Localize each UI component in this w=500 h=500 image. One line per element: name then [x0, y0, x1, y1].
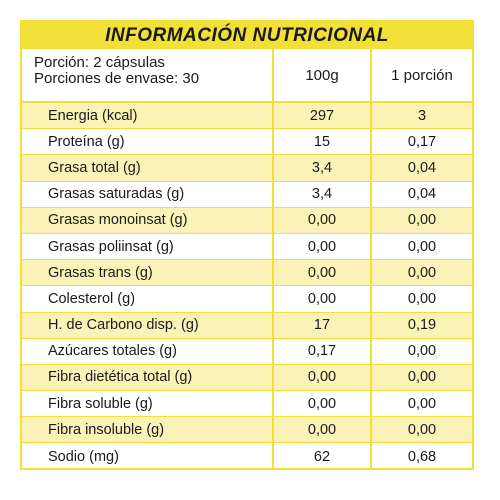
value-portion: 0,00 [407, 421, 437, 438]
value-100g: 3,4 [274, 155, 372, 181]
value-portion: 0,17 [407, 133, 437, 150]
nutrient-name: H. de Carbono disp. (g) [22, 312, 274, 338]
value-100g: 0,00 [274, 207, 372, 233]
value-portion: 0,19 [407, 317, 437, 334]
table-row: Grasas trans (g) 0,00 0,00 [22, 260, 472, 287]
nutrient-name: Energia (kcal) [22, 103, 274, 129]
nutrition-facts-panel: INFORMACIÓN NUTRICIONAL Porción: 2 cápsu… [20, 20, 474, 470]
table-row: Colesterol (g) 0,00 0,00 [22, 286, 472, 313]
nutrient-name: Grasa total (g) [22, 155, 274, 181]
column-header-100g: 100g [274, 49, 372, 101]
value-100g: 0,00 [274, 286, 372, 312]
nutrient-name: Azúcares totales (g) [22, 338, 274, 364]
value-100g: 297 [274, 103, 372, 129]
serving-info: Porción: 2 cápsulas Porciones de envase:… [22, 49, 274, 101]
value-100g: 0,00 [274, 364, 372, 391]
value-100g: 17 [274, 312, 372, 338]
title-bar: INFORMACIÓN NUTRICIONAL [22, 22, 472, 49]
value-portion: 0,00 [407, 369, 437, 386]
table-row: H. de Carbono disp. (g) 17 0,19 [22, 312, 472, 339]
value-portion: 0,00 [407, 290, 437, 307]
nutrient-rows: Energia (kcal) 297 3 Proteína (g) 15 0,1… [22, 103, 472, 470]
servings-per-container-label: Porciones de envase: 30 [34, 70, 200, 87]
value-portion: 0,68 [407, 448, 437, 465]
nutrient-name: Fibra dietética total (g) [22, 364, 274, 391]
value-portion: 0,00 [407, 212, 437, 229]
table-row: Fibra dietética total (g) 0,00 0,00 [22, 364, 472, 392]
value-portion: 0,00 [407, 343, 437, 360]
value-100g: 62 [274, 443, 372, 470]
value-portion: 3 [417, 107, 427, 124]
value-portion: 0,00 [407, 238, 437, 255]
nutrient-name: Proteína (g) [22, 129, 274, 155]
value-100g: 0,00 [274, 260, 372, 286]
nutrient-name: Colesterol (g) [22, 286, 274, 312]
value-100g: 3,4 [274, 181, 372, 207]
table-row: Fibra insoluble (g) 0,00 0,00 [22, 417, 472, 444]
table-row: Grasas poliinsat (g) 0,00 0,00 [22, 233, 472, 261]
nutrient-name: Grasas trans (g) [22, 260, 274, 286]
value-portion: 0,00 [407, 395, 437, 412]
table-row: Grasas monoinsat (g) 0,00 0,00 [22, 207, 472, 234]
portion-label: Porción: 2 cápsulas [34, 54, 165, 71]
table-row: Grasas saturadas (g) 3,4 0,04 [22, 181, 472, 208]
table-row: Fibra soluble (g) 0,00 0,00 [22, 391, 472, 418]
nutrient-name: Fibra soluble (g) [22, 391, 274, 417]
page-title: INFORMACIÓN NUTRICIONAL [105, 24, 389, 46]
value-portion: 0,04 [407, 159, 437, 176]
nutrient-name: Grasas poliinsat (g) [22, 233, 274, 260]
table-row: Sodio (mg) 62 0,68 [22, 443, 472, 470]
value-100g: 0,00 [274, 417, 372, 443]
column-header-portion: 1 porción [391, 66, 453, 84]
nutrient-name: Sodio (mg) [22, 443, 274, 470]
value-100g: 0,00 [274, 391, 372, 417]
value-100g: 15 [274, 129, 372, 155]
table-header: Porción: 2 cápsulas Porciones de envase:… [22, 49, 472, 103]
table-row: Energia (kcal) 297 3 [22, 103, 472, 130]
value-100g: 0,00 [274, 233, 372, 260]
value-100g: 0,17 [274, 338, 372, 364]
value-portion: 0,00 [407, 264, 437, 281]
table-row: Grasa total (g) 3,4 0,04 [22, 155, 472, 182]
nutrient-name: Grasas saturadas (g) [22, 181, 274, 207]
nutrient-name: Grasas monoinsat (g) [22, 207, 274, 233]
nutrient-name: Fibra insoluble (g) [22, 417, 274, 443]
value-portion: 0,04 [407, 186, 437, 203]
table-row: Proteína (g) 15 0,17 [22, 129, 472, 156]
table-row: Azúcares totales (g) 0,17 0,00 [22, 338, 472, 365]
